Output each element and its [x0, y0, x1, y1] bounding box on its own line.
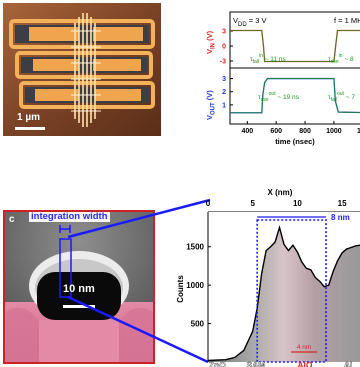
scale-bar-bottom — [63, 305, 95, 308]
wave-xtick-label: 400 — [241, 128, 253, 135]
wave-xtick-label: 120 — [357, 128, 360, 135]
integration-width-label: integration width — [29, 211, 110, 222]
scale-bar-label-bottom: 10 nm — [63, 283, 95, 295]
vin-ytick-label: -3 — [220, 59, 226, 66]
vout-ytick-label: 1 — [222, 102, 226, 109]
vout-axis-label: VOUT (V) — [205, 90, 217, 120]
region-label-zno: ZnO — [209, 360, 226, 367]
cross-section-image — [5, 212, 153, 362]
profile-xaxis-label: X (nm) — [268, 188, 293, 197]
profile-xtick-label: 0 — [206, 199, 211, 208]
profile-area-above — [208, 212, 360, 361]
scale-bar — [15, 127, 45, 130]
wave-xtick-label: 600 — [270, 128, 282, 135]
wave-xtick-label: 1000 — [326, 128, 342, 135]
connector-bottom — [67, 295, 209, 364]
vout-ytick-label: 2 — [222, 89, 226, 96]
wave-xaxis-label: time (nsec) — [275, 137, 315, 146]
integration-region-box — [256, 219, 327, 363]
profile-ytick-label: 500 — [191, 320, 205, 329]
width-label-4nm: 4 nm — [297, 344, 311, 351]
profile-xtick-label: 15 — [338, 199, 347, 208]
profile-yaxis-label: Counts — [176, 275, 185, 303]
annotation-rise-out: τriseout ~ 19 ns — [258, 91, 300, 103]
annotation-rise-in: τrisein ~ 8 — [328, 53, 354, 65]
region-label-alo: AlO — [297, 360, 313, 367]
annotation-fall-in: τfallin ~ 11 ns — [250, 53, 286, 65]
device-micrograph-image — [3, 3, 161, 136]
region-label-al: Al — [344, 360, 353, 367]
vout-fit-line — [230, 78, 360, 114]
vin-ytick-label: 0 — [222, 44, 226, 51]
device-micrograph: 1 µm — [3, 3, 161, 136]
vin-ytick-label: 3 — [222, 29, 226, 36]
panel-letter: c — [9, 214, 15, 225]
header-frequency: f = 1 MHz — [334, 16, 360, 25]
vout-ytick-label: 3 — [222, 76, 226, 83]
profile-series-line — [207, 224, 360, 362]
profile-xtick-label: 10 — [293, 199, 302, 208]
width-label-8nm: 8 nm — [331, 213, 350, 222]
profile-ytick-label: 1500 — [186, 243, 204, 252]
profile-ytick-label: 1000 — [186, 281, 204, 290]
waveform-chart: VDD = 3 V f = 1 MHz 3 0 -3 3 2 1 VIN (V) VOUT (V)… — [205, 11, 360, 146]
vin-axis-label: VIN (V) — [205, 30, 217, 54]
connector-top — [67, 198, 211, 239]
profile-xtick-label: 5 — [250, 199, 255, 208]
wave-xtick-label: 800 — [299, 128, 311, 135]
counts-profile-chart: X (nm) 0 5 10 15 500 1000 1500 Counts 8 nm 4 nm ZnO… — [176, 188, 360, 367]
cross-section-micrograph: c integration width 10 nm — [3, 210, 155, 364]
region-label-sam: SAM — [246, 360, 265, 367]
scale-bar-label: 1 µm — [17, 112, 40, 123]
annotation-fall-out: τfallout ~ 7 — [328, 91, 355, 103]
integration-box — [59, 238, 72, 298]
vin-fit-line — [230, 30, 360, 62]
header-vdd: VDD = 3 V — [233, 16, 267, 28]
